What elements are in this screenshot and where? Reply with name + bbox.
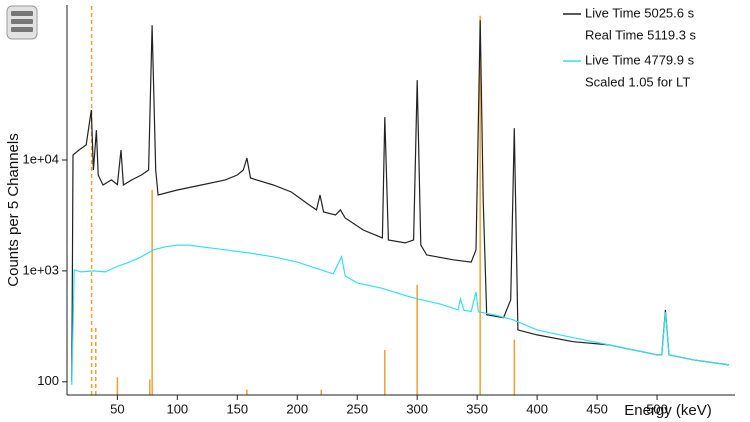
legend-label: Live Time 5025.6 s bbox=[585, 5, 695, 20]
y-axis-label: Counts per 5 Channels bbox=[5, 133, 22, 286]
x-tick-label: 400 bbox=[526, 401, 548, 416]
x-tick-label: 50 bbox=[110, 401, 124, 416]
x-tick-label: 500 bbox=[646, 401, 668, 416]
y-tick-label: 100 bbox=[37, 373, 59, 388]
menu-bar[interactable] bbox=[11, 27, 33, 32]
legend-label: Live Time 4779.9 s bbox=[585, 52, 695, 67]
series-line bbox=[71, 20, 730, 382]
series-line bbox=[71, 244, 730, 385]
x-tick-label: 450 bbox=[586, 401, 608, 416]
menu-bar[interactable] bbox=[11, 11, 33, 16]
x-tick-label: 250 bbox=[346, 401, 368, 416]
menu-button[interactable] bbox=[6, 5, 38, 40]
legend-note: Scaled 1.05 for LT bbox=[585, 74, 690, 89]
y-tick-label: 1e+04 bbox=[22, 151, 59, 166]
x-tick-label: 150 bbox=[226, 401, 248, 416]
x-tick-label: 200 bbox=[286, 401, 308, 416]
x-tick-label: 300 bbox=[406, 401, 428, 416]
legend-note: Real Time 5119.3 s bbox=[585, 27, 697, 42]
menu-bar[interactable] bbox=[11, 19, 33, 24]
y-tick-label: 1e+03 bbox=[22, 262, 59, 277]
x-tick-label: 100 bbox=[166, 401, 188, 416]
x-tick-label: 350 bbox=[466, 401, 488, 416]
x-axis-label: Energy (keV) bbox=[624, 402, 712, 419]
